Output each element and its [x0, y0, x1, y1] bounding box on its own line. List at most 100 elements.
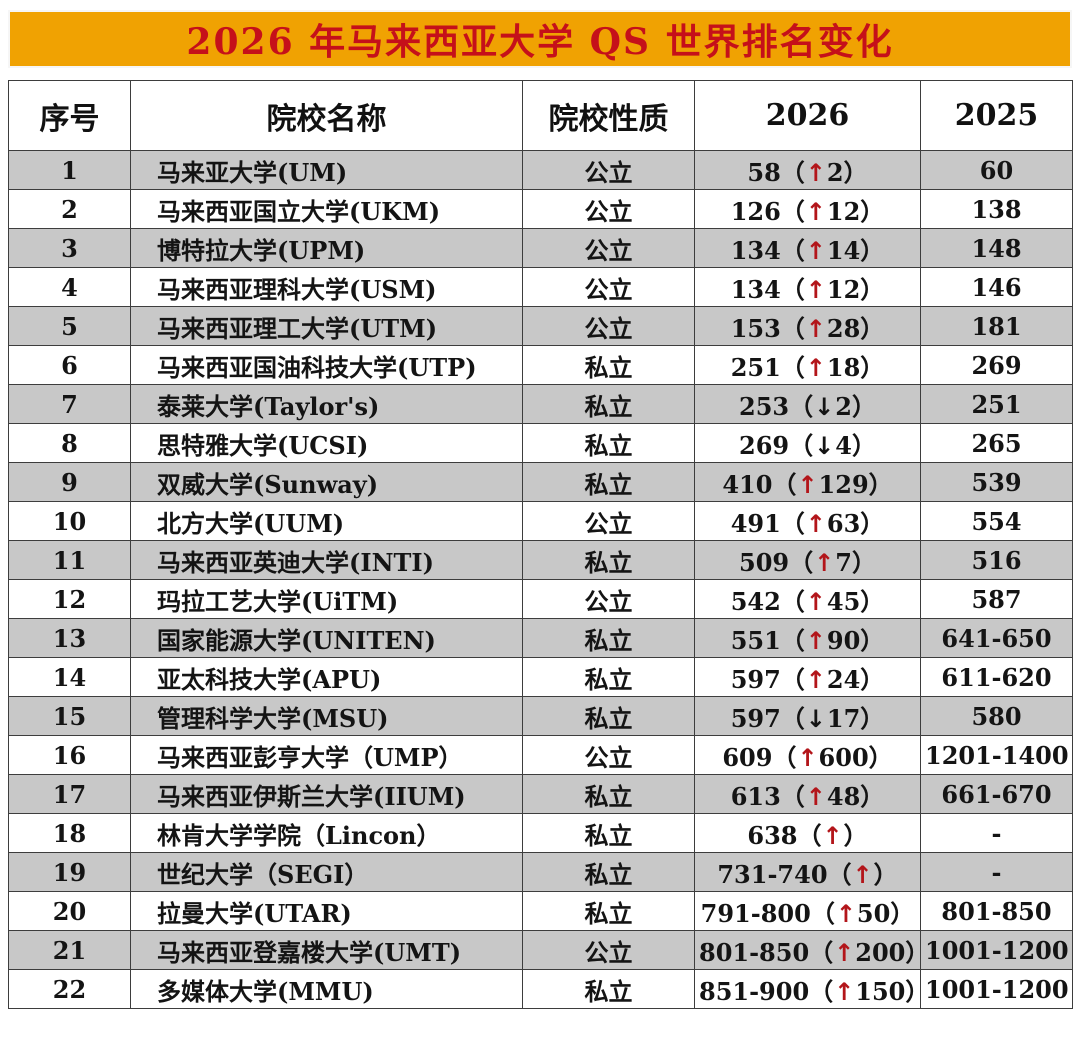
table-row: 4 马来西亚理科大学(USM) 公立 134（↑12） 146 [8, 267, 1073, 307]
row-number-cell: 4 [8, 267, 131, 307]
table-row: 7 泰莱大学(Taylor's) 私立 253（↓2） 251 [8, 384, 1073, 424]
row-number-cell: 3 [8, 228, 131, 268]
row-number-cell: 12 [8, 579, 131, 619]
type-cell: 公立 [522, 735, 695, 775]
rank-2025-cell: 1201-1400 [920, 735, 1073, 775]
university-name-cell: 马来西亚理科大学(USM) [130, 267, 523, 307]
rank-2026-cell: 731-740（↑） [694, 852, 921, 892]
type-cell: 私立 [522, 618, 695, 658]
rank-2026-cell: 153（↑28） [694, 306, 921, 346]
row-number-cell: 17 [8, 774, 131, 814]
header-rank-2025: 2025 [920, 80, 1073, 151]
rank-2025-cell: 251 [920, 384, 1073, 424]
type-cell: 私立 [522, 813, 695, 853]
up-arrow-icon: ↑ [805, 587, 826, 616]
university-name-cell: 北方大学(UUM) [130, 501, 523, 541]
header-row-number: 序号 [8, 80, 131, 151]
rank-2026-cell: 613（↑48） [694, 774, 921, 814]
rank-2025-cell: 516 [920, 540, 1073, 580]
rank-2026-cell: 410（↑129） [694, 462, 921, 502]
university-name-cell: 亚太科技大学(APU) [130, 657, 523, 697]
rank-2026-cell: 253（↓2） [694, 384, 921, 424]
up-arrow-icon: ↑ [805, 509, 826, 538]
table-row: 20 拉曼大学(UTAR) 私立 791-800（↑50） 801-850 [8, 891, 1073, 931]
rank-2025-cell: 1001-1200 [920, 969, 1073, 1009]
row-number-cell: 11 [8, 540, 131, 580]
rank-2026-cell: 638（↑） [694, 813, 921, 853]
up-arrow-icon: ↑ [805, 626, 826, 655]
university-name-cell: 管理科学大学(MSU) [130, 696, 523, 736]
university-name-cell: 世纪大学（SEGI） [130, 852, 523, 892]
type-cell: 私立 [522, 852, 695, 892]
table-row: 6 马来西亚国油科技大学(UTP) 私立 251（↑18） 269 [8, 345, 1073, 385]
row-number-cell: 15 [8, 696, 131, 736]
down-arrow-icon: ↓ [814, 431, 835, 460]
university-name-cell: 马来西亚理工大学(UTM) [130, 306, 523, 346]
rank-2026-cell: 551（↑90） [694, 618, 921, 658]
table-row: 5 马来西亚理工大学(UTM) 公立 153（↑28） 181 [8, 306, 1073, 346]
row-number-cell: 18 [8, 813, 131, 853]
rank-2025-cell: 611-620 [920, 657, 1073, 697]
row-number-cell: 2 [8, 189, 131, 229]
rank-2026-cell: 597（↑24） [694, 657, 921, 697]
type-cell: 公立 [522, 501, 695, 541]
header-institution-type: 院校性质 [522, 80, 695, 151]
row-number-cell: 14 [8, 657, 131, 697]
type-cell: 公立 [522, 579, 695, 619]
rank-2025-cell: 1001-1200 [920, 930, 1073, 970]
table-row: 1 马来亚大学(UM) 公立 58（↑2） 60 [8, 150, 1073, 190]
row-number-cell: 6 [8, 345, 131, 385]
university-name-cell: 国家能源大学(UNITEN) [130, 618, 523, 658]
type-cell: 私立 [522, 345, 695, 385]
table-row: 16 马来西亚彭亨大学（UMP） 公立 609（↑600） 1201-1400 [8, 735, 1073, 775]
rank-2026-cell: 851-900（↑150） [694, 969, 921, 1009]
type-cell: 私立 [522, 696, 695, 736]
row-number-cell: 22 [8, 969, 131, 1009]
type-cell: 公立 [522, 228, 695, 268]
row-number-cell: 20 [8, 891, 131, 931]
rank-2026-cell: 58（↑2） [694, 150, 921, 190]
rank-2025-cell: 60 [920, 150, 1073, 190]
up-arrow-icon: ↑ [797, 470, 818, 499]
row-number-cell: 16 [8, 735, 131, 775]
rank-2026-cell: 542（↑45） [694, 579, 921, 619]
table-row: 12 玛拉工艺大学(UiTM) 公立 542（↑45） 587 [8, 579, 1073, 619]
university-name-cell: 林肯大学学院（Lincon） [130, 813, 523, 853]
up-arrow-icon: ↑ [805, 275, 826, 304]
up-arrow-icon: ↑ [852, 860, 873, 889]
rank-2026-cell: 134（↑14） [694, 228, 921, 268]
rank-2026-cell: 509（↑7） [694, 540, 921, 580]
table-row: 11 马来西亚英迪大学(INTI) 私立 509（↑7） 516 [8, 540, 1073, 580]
type-cell: 私立 [522, 384, 695, 424]
rank-2025-cell: 554 [920, 501, 1073, 541]
up-arrow-icon: ↑ [814, 548, 835, 577]
type-cell: 公立 [522, 306, 695, 346]
up-arrow-icon: ↑ [835, 899, 856, 928]
type-cell: 公立 [522, 930, 695, 970]
table-row: 17 马来西亚伊斯兰大学(IIUM) 私立 613（↑48） 661-670 [8, 774, 1073, 814]
row-number-cell: 7 [8, 384, 131, 424]
up-arrow-icon: ↑ [834, 938, 855, 967]
university-name-cell: 多媒体大学(MMU) [130, 969, 523, 1009]
university-name-cell: 拉曼大学(UTAR) [130, 891, 523, 931]
page-title: 2026 年马来西亚大学 QS 世界排名变化 [8, 10, 1072, 68]
university-name-cell: 马来西亚伊斯兰大学(IIUM) [130, 774, 523, 814]
rank-2025-cell: 265 [920, 423, 1073, 463]
up-arrow-icon: ↑ [805, 665, 826, 694]
rank-2025-cell: 801-850 [920, 891, 1073, 931]
type-cell: 私立 [522, 891, 695, 931]
university-name-cell: 马来西亚国立大学(UKM) [130, 189, 523, 229]
type-cell: 私立 [522, 423, 695, 463]
rank-2025-cell: 580 [920, 696, 1073, 736]
row-number-cell: 9 [8, 462, 131, 502]
table-header-row: 序号 院校名称 院校性质 2026 2025 [8, 80, 1073, 151]
up-arrow-icon: ↑ [805, 314, 826, 343]
rank-2026-cell: 791-800（↑50） [694, 891, 921, 931]
page-title-text: 2026 年马来西亚大学 QS 世界排名变化 [186, 21, 894, 63]
row-number-cell: 5 [8, 306, 131, 346]
table-row: 10 北方大学(UUM) 公立 491（↑63） 554 [8, 501, 1073, 541]
up-arrow-icon: ↑ [822, 821, 843, 850]
rank-2025-cell: - [920, 852, 1073, 892]
university-name-cell: 马来亚大学(UM) [130, 150, 523, 190]
